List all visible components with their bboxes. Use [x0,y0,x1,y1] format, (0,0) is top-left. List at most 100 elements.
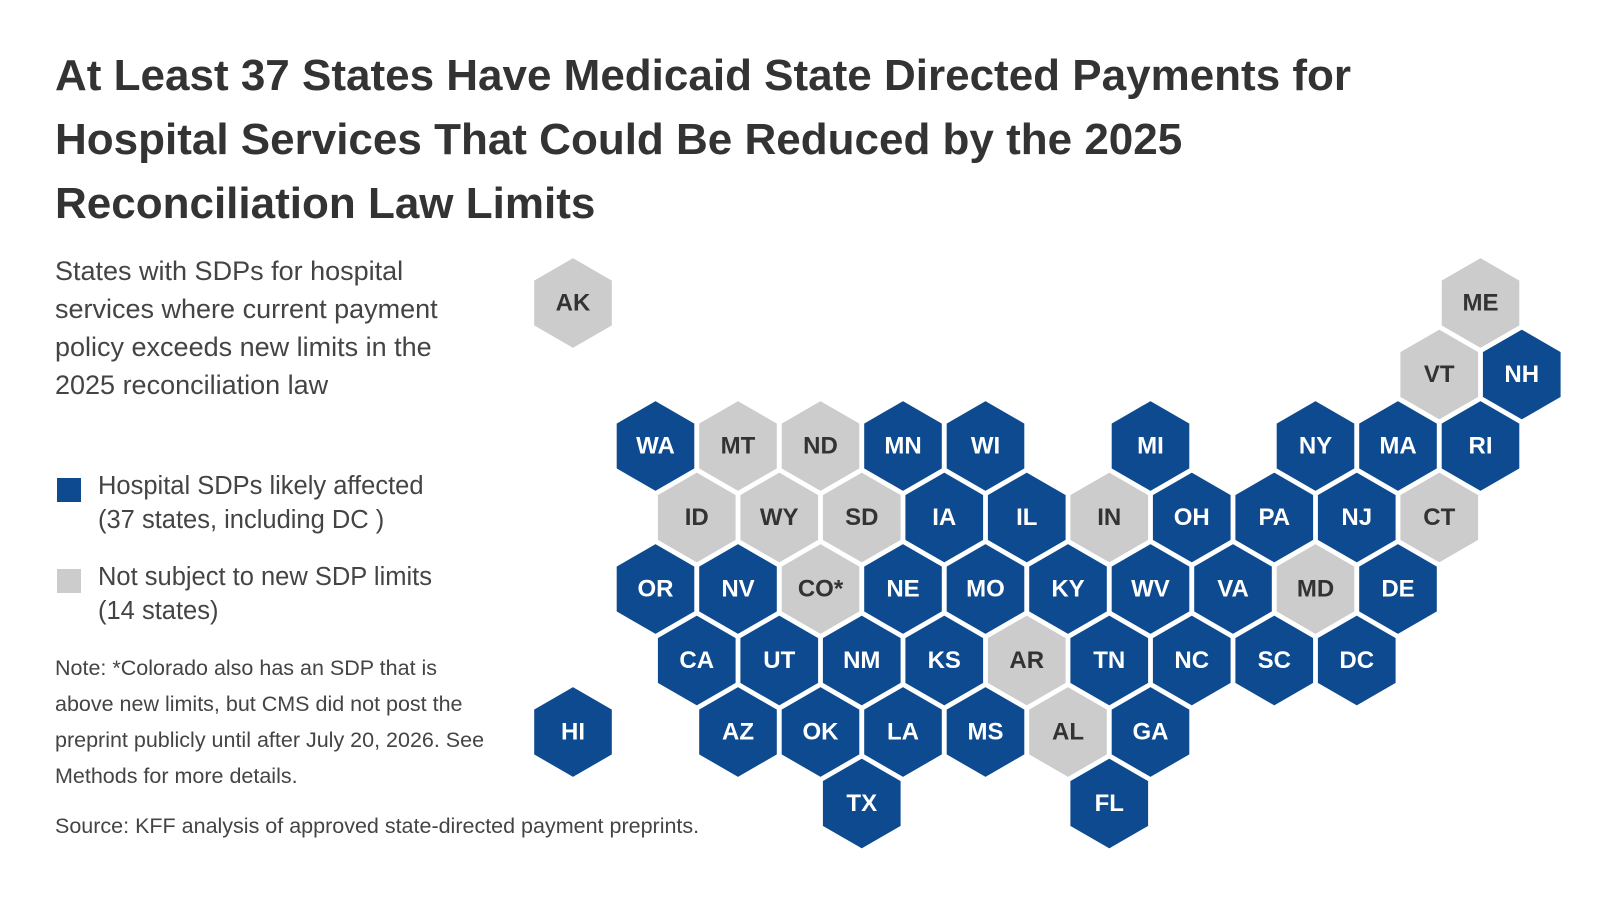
state-label-nv: NV [721,575,754,602]
state-hex-md [1274,541,1357,637]
state-label-oh: OH [1174,504,1210,531]
state-tile-dc: DC [1315,613,1398,708]
state-tile-ma: MA [1357,398,1439,494]
state-tile-ia: IA [903,470,986,565]
state-hex-ks [903,613,986,708]
legend-label-not-subject: Not subject to new SDP limits [98,563,432,591]
state-label-wi: WI [971,432,1000,459]
state-hex-nd [779,398,862,494]
state-label-hi: HI [561,718,585,745]
state-tile-nd: ND [779,398,862,494]
state-hex-ky [1027,541,1109,637]
state-label-ky: KY [1051,575,1084,602]
state-tile-ri: RI [1439,398,1522,494]
state-tile-va: VA [1192,541,1274,637]
state-label-co: CO* [798,575,844,602]
state-tile-in: IN [1068,470,1151,565]
state-tile-ca: CA [655,613,738,708]
state-hex-ca [655,613,738,708]
state-label-nd: ND [803,432,838,459]
state-hex-nj [1315,470,1398,565]
state-hex-mi [1109,398,1192,494]
state-label-wv: WV [1131,575,1170,602]
state-hex-al [1027,684,1109,780]
state-label-tx: TX [846,790,877,817]
state-label-va: VA [1217,575,1249,602]
state-hex-ms [944,684,1027,780]
state-hex-ia [903,470,986,565]
state-label-ne: NE [886,575,919,602]
state-hex-mt [697,398,779,494]
state-tile-sd: SD [820,470,903,565]
state-tile-nv: NV [697,541,779,637]
state-tile-wy: WY [738,470,821,565]
state-hex-va [1192,541,1274,637]
state-tile-il: IL [985,470,1068,565]
state-tile-ne: NE [862,541,944,637]
state-tile-ks: KS [903,613,986,708]
state-hex-wv [1109,541,1192,637]
chart-source: Source: KFF analysis of approved state-d… [55,814,700,838]
state-hex-ut [738,613,821,708]
state-label-sd: SD [845,504,878,531]
state-label-ct: CT [1423,504,1455,531]
state-label-mn: MN [884,432,921,459]
state-hex-tx [820,756,903,851]
state-hex-in [1068,470,1151,565]
state-hex-ne [862,541,944,637]
state-tile-hi: HI [532,684,614,780]
state-tile-sc: SC [1233,613,1316,708]
state-hex-ar [985,613,1068,708]
chart-subtitle: States with SDPs for hospital services w… [55,256,438,400]
state-label-ma: MA [1379,432,1416,459]
chart-title: At Least 37 States Have Medicaid State D… [55,51,1352,228]
state-label-ak: AK [556,289,591,316]
state-hex-ak [532,255,614,351]
state-label-ms: MS [968,718,1004,745]
state-tile-de: DE [1357,541,1439,637]
state-hex-ny [1274,398,1357,494]
state-label-mi: MI [1137,432,1164,459]
state-hex-wy [738,470,821,565]
state-tile-ut: UT [738,613,821,708]
state-tile-wv: WV [1109,541,1192,637]
legend-label-affected: Hospital SDPs likely affected [98,472,424,500]
state-label-wa: WA [636,432,675,459]
state-tile-tx: TX [820,756,903,851]
state-tile-ar: AR [985,613,1068,708]
state-hex-ma [1357,398,1439,494]
state-tile-tn: TN [1068,613,1151,708]
state-label-sc: SC [1258,647,1291,674]
state-hex-la [862,684,944,780]
state-tile-nc: NC [1150,613,1233,708]
state-label-vt: VT [1424,361,1455,388]
state-hex-sc [1233,613,1316,708]
state-hex-mn [862,398,944,494]
state-hex-nh [1480,327,1563,422]
state-label-ga: GA [1133,718,1169,745]
state-label-in: IN [1097,504,1121,531]
state-label-tn: TN [1093,647,1125,674]
state-label-nm: NM [843,647,880,674]
state-hex-ok [779,684,862,780]
state-label-dc: DC [1339,647,1374,674]
legend-count-affected: (37 states, including DC ) [98,506,385,534]
state-hex-fl [1068,756,1151,851]
state-tile-mo: MO [944,541,1027,637]
state-tile-ok: OK [779,684,862,780]
state-hex-az [697,684,779,780]
state-tile-nm: NM [820,613,903,708]
state-tile-oh: OH [1150,470,1233,565]
state-hex-dc [1315,613,1398,708]
state-label-md: MD [1297,575,1334,602]
state-label-nj: NJ [1341,504,1372,531]
state-hex-nc [1150,613,1233,708]
state-hex-nv [697,541,779,637]
state-tile-co: CO* [779,541,862,637]
state-label-ca: CA [679,647,714,674]
state-tile-md: MD [1274,541,1357,637]
state-tile-id: ID [655,470,738,565]
state-label-pa: PA [1258,504,1290,531]
state-label-il: IL [1016,504,1037,531]
state-label-az: AZ [722,718,754,745]
